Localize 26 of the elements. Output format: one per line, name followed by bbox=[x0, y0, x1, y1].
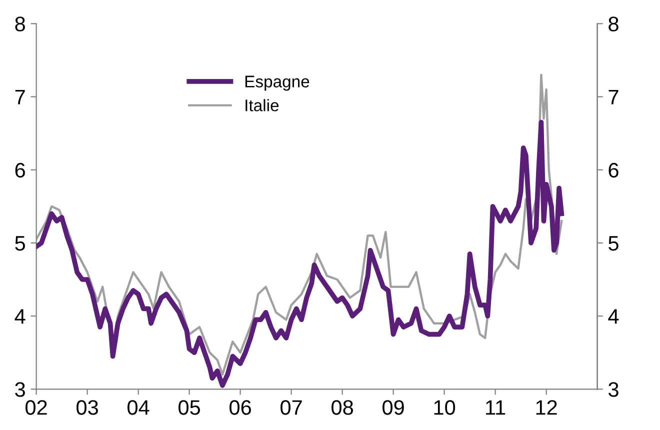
y2-tick-label: 8 bbox=[608, 16, 618, 32]
y2-tick-label: 4 bbox=[608, 309, 619, 324]
x-tick-label: 02 bbox=[26, 400, 47, 415]
x-tick-label: 05 bbox=[178, 400, 200, 415]
x-tick-label: 04 bbox=[128, 400, 150, 415]
x-tick-label: 07 bbox=[280, 400, 302, 415]
y-tick-label: 4 bbox=[14, 309, 26, 324]
x-tick-label: 03 bbox=[76, 400, 98, 415]
x-tick-label: 10 bbox=[434, 400, 456, 415]
y-tick-label: 6 bbox=[15, 162, 25, 178]
y2-tick-label: 5 bbox=[608, 236, 618, 251]
x-tick-label: 11 bbox=[486, 400, 506, 415]
y-tick-label: 5 bbox=[15, 236, 26, 251]
legend-label: Italie bbox=[246, 99, 279, 112]
y2-tick-label: 3 bbox=[608, 382, 618, 397]
x-tick-label: 08 bbox=[332, 400, 353, 415]
y2-tick-label: 7 bbox=[608, 90, 618, 104]
y-tick-label: 7 bbox=[15, 90, 25, 104]
x-tick-label: 09 bbox=[382, 400, 404, 415]
y-tick-label: 8 bbox=[15, 16, 25, 32]
line-series bbox=[36, 120, 564, 388]
y2-tick-label: 6 bbox=[608, 162, 618, 178]
legend-label: Espagne bbox=[245, 76, 310, 91]
x-tick-label: 06 bbox=[230, 400, 251, 415]
y-tick-label: 3 bbox=[15, 382, 25, 397]
x-tick-label: 12 bbox=[536, 400, 557, 415]
